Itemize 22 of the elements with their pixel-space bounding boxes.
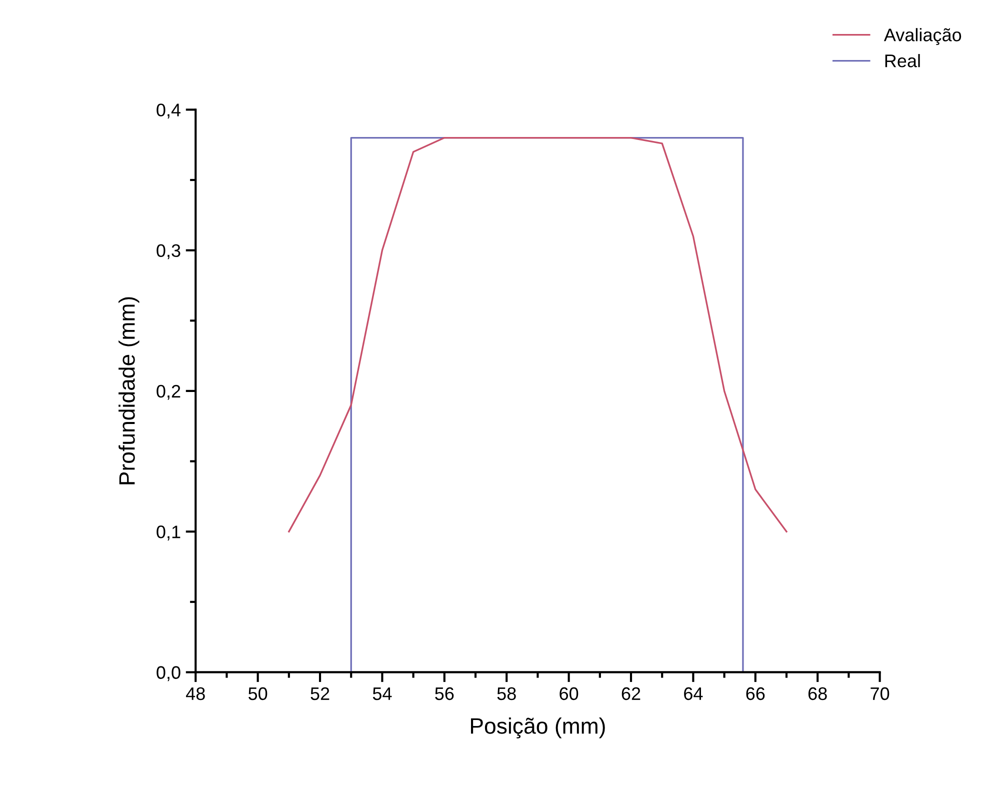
y-tick-label: 0,1 xyxy=(156,526,180,540)
y-tick-label: 0,3 xyxy=(156,244,180,260)
x-tick-label: 56 xyxy=(435,687,454,700)
x-tick-label: 52 xyxy=(310,687,330,700)
x-axis-title: Posição (mm) xyxy=(471,718,605,738)
legend-label: Real xyxy=(885,54,920,68)
x-tick-label: 48 xyxy=(186,687,205,700)
y-tick-label: 0,2 xyxy=(156,384,180,400)
x-tick-label: 66 xyxy=(746,687,765,700)
y-tick-label: 0,0 xyxy=(156,666,180,682)
x-tick-label: 68 xyxy=(808,687,827,700)
legend-label: Avaliação xyxy=(884,28,962,45)
x-tick-label: 50 xyxy=(248,687,268,700)
x-tick-label: 64 xyxy=(684,687,703,700)
y-axis-title: Profundidade (mm) xyxy=(118,297,140,484)
y-tick-label: 0,4 xyxy=(156,104,181,119)
x-tick-label: 60 xyxy=(560,687,578,700)
x-tick-label: 70 xyxy=(870,687,890,700)
line-series xyxy=(288,136,788,532)
x-tick-label: 58 xyxy=(497,687,516,700)
x-tick-label: 54 xyxy=(372,687,392,700)
x-tick-label: 62 xyxy=(622,687,640,700)
